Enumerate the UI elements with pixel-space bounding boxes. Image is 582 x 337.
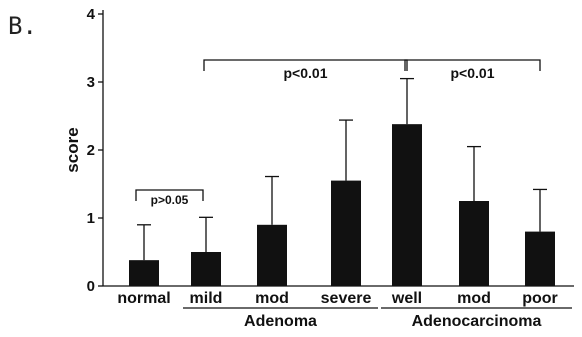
panel-label: B. [8,12,37,40]
category-label: mod [255,290,289,307]
category-label: mod [457,290,491,307]
y-tick-label: 2 [87,142,95,159]
bar [392,124,422,286]
significance-label: p<0.01 [284,65,328,81]
category-label: normal [117,290,170,307]
group-label: Adenocarcinoma [412,313,542,330]
bar [191,252,221,286]
bar [331,180,361,286]
category-label: mild [190,290,223,307]
category-label: severe [321,290,372,307]
bar [129,260,159,286]
bar [525,231,555,286]
significance-label: p>0.05 [151,193,189,207]
category-label: well [391,290,422,307]
y-tick-label: 1 [87,210,95,227]
bar [257,224,287,286]
bar [459,201,489,286]
y-tick-label: 4 [87,6,96,23]
significance-bracket [404,59,541,71]
significance-label: p<0.01 [451,65,495,81]
significance-bracket [135,189,204,201]
y-tick-label: 0 [87,278,95,295]
category-label: poor [522,290,558,307]
y-tick-label: 3 [87,74,95,91]
group-label: Adenoma [244,313,317,330]
significance-bracket [203,59,408,71]
y-axis-label: score [63,127,82,172]
